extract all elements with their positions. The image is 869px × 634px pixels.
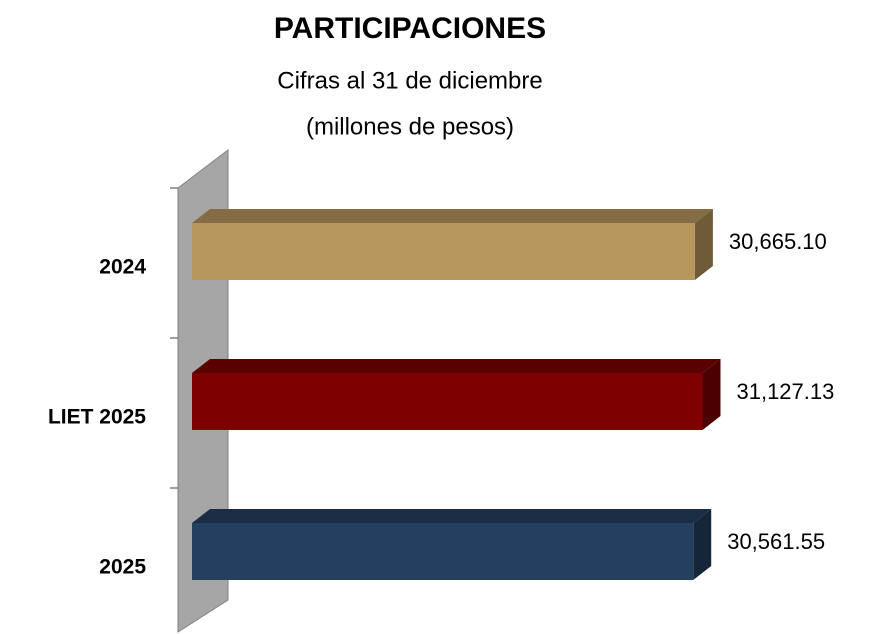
chart-subtitle: (millones de pesos) <box>306 113 514 140</box>
bar-top <box>192 209 713 223</box>
y-tick-label: 2024 <box>99 256 146 279</box>
chart-subtitle: Cifras al 31 de diciembre <box>277 67 542 94</box>
bar-side <box>694 209 713 280</box>
bar <box>192 373 703 430</box>
bar-side <box>693 509 712 580</box>
bar-side <box>702 359 721 430</box>
bar-top <box>192 509 712 523</box>
bar <box>192 523 694 580</box>
bar <box>192 223 695 280</box>
value-label: 30,665.10 <box>729 229 827 254</box>
y-tick-label: 2025 <box>99 556 146 579</box>
chart-title: PARTICIPACIONES <box>274 12 546 45</box>
y-tick-label: LIET 2025 <box>48 406 146 429</box>
value-label: 30,561.55 <box>727 529 825 554</box>
value-label: 31,127.13 <box>736 379 834 404</box>
bar-top <box>192 359 721 373</box>
